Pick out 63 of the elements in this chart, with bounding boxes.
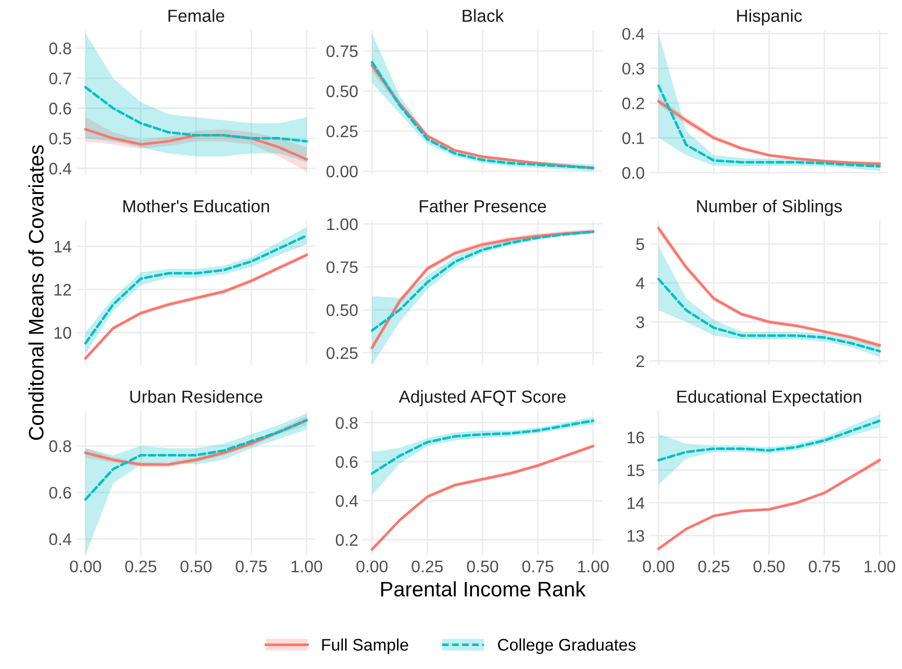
y-tick-label: 0.3 [622, 62, 644, 75]
y-tick-label: 0.5 [49, 132, 72, 145]
y-tick-label: 0.6 [49, 102, 72, 114]
y-tick-label: 16 [628, 432, 644, 444]
y-axis-title: Conditonal Means of Covariates [28, 145, 44, 440]
y-tick-label: 0.6 [336, 456, 358, 468]
x-tick-label: 1.00 [292, 560, 322, 572]
x-tick-label: 1.00 [864, 560, 896, 572]
y-tick-label: 5 [636, 238, 644, 250]
chart-title: Hispanic [737, 9, 802, 26]
x-tick-label: 0.75 [808, 560, 840, 572]
x-tick-label: 0.50 [467, 560, 498, 572]
y-tick-label: 0.50 [326, 85, 358, 98]
chart-title: Urban Residence [130, 390, 262, 403]
y-tick-label: 12 [54, 284, 71, 296]
x-tick-label: 0.00 [70, 560, 102, 572]
x-tick-label: 0.50 [180, 560, 212, 572]
y-tick-label: 0.75 [326, 261, 358, 274]
y-tick-label: 0.8 [336, 417, 358, 429]
x-axis-title: Parental Income Rank [381, 581, 586, 597]
y-tick-label: 0.2 [336, 534, 358, 546]
x-tick-label: 0.25 [698, 560, 730, 572]
y-tick-label: 0.25 [326, 126, 358, 138]
y-tick-label: 0.4 [49, 162, 72, 175]
y-tick-label: 0.0 [622, 167, 644, 179]
x-tick-label: 0.25 [412, 560, 443, 572]
legend-label: College Graduates [498, 638, 636, 654]
chart-title: Father Presence [420, 200, 546, 212]
y-tick-label: 14 [54, 240, 72, 252]
chart-title: Adjusted AFQT Score [398, 390, 566, 406]
chart-title: Mother's Education [123, 200, 269, 212]
y-tick-label: 0.2 [622, 98, 644, 110]
chart-title: Number of Siblings [697, 200, 842, 216]
y-tick-label: 0.8 [49, 42, 72, 54]
y-tick-label: 13 [628, 530, 644, 542]
y-tick-label: 4 [636, 278, 644, 289]
y-tick-label: 0.7 [49, 72, 71, 84]
chart-title: Female [168, 9, 224, 22]
y-tick-label: 3 [636, 316, 644, 328]
legend-label: Full Sample [322, 638, 408, 654]
y-tick-label: 0.00 [326, 166, 358, 178]
x-tick-label: 0.25 [125, 560, 156, 572]
chart-title: Black [462, 9, 504, 22]
y-tick-label: 2 [636, 355, 644, 367]
x-tick-label: 0.75 [236, 560, 267, 572]
chart-title: Educational Expectation [677, 390, 862, 406]
y-tick-label: 0.1 [622, 132, 644, 144]
y-tick-label: 0.4 [336, 495, 358, 507]
x-tick-label: 1.00 [578, 560, 609, 572]
y-tick-label: 15 [628, 464, 644, 476]
x-tick-label: 0.50 [754, 560, 785, 572]
y-tick-label: 0.50 [326, 304, 358, 316]
y-tick-label: 14 [628, 497, 644, 509]
y-tick-label: 1.00 [327, 218, 358, 230]
y-tick-label: 10 [54, 326, 72, 339]
x-tick-label: 0.75 [522, 560, 554, 572]
y-tick-label: 0.4 [49, 533, 72, 546]
y-tick-label: 0.8 [49, 440, 72, 452]
y-tick-label: 0.75 [326, 45, 358, 58]
y-tick-label: 0.25 [326, 347, 358, 360]
x-tick-label: 0.00 [356, 560, 388, 572]
y-tick-label: 0.4 [622, 28, 644, 40]
y-tick-label: 0.6 [49, 486, 72, 499]
